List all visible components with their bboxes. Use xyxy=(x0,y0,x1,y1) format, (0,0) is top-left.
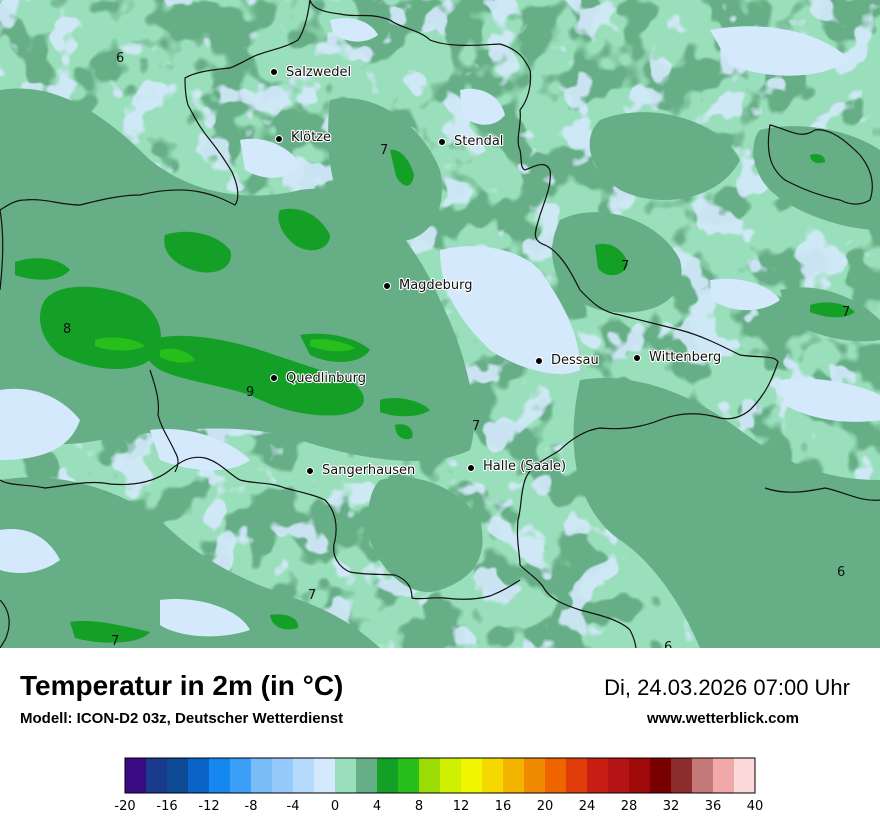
legend-swatch xyxy=(314,758,336,793)
legend-tick-label: 40 xyxy=(747,799,764,814)
legend-swatch xyxy=(587,758,609,793)
value-label: 6 xyxy=(664,640,672,648)
legend-tick-label: 20 xyxy=(537,799,554,814)
legend-tick-label: 24 xyxy=(579,799,596,814)
legend-swatch xyxy=(293,758,315,793)
legend-swatch xyxy=(482,758,504,793)
legend-swatch xyxy=(167,758,189,793)
temperature-map: Salzwedel Klötze Stendal Magdeburg Dessa… xyxy=(0,0,880,648)
legend-tick-label: -12 xyxy=(198,799,219,814)
city-quedlinburg: Quedlinburg xyxy=(270,370,367,387)
city-kloetze: Klötze xyxy=(275,129,332,146)
value-label: 9 xyxy=(246,385,254,400)
legend-frame xyxy=(124,757,756,794)
legend-tick-label: 32 xyxy=(663,799,680,814)
legend-tick-label: 12 xyxy=(453,799,470,814)
legend-swatch xyxy=(608,758,630,793)
legend-swatch xyxy=(692,758,714,793)
legend-tick-label: -16 xyxy=(156,799,177,814)
city-salzwedel: Salzwedel xyxy=(270,64,352,81)
legend-tick-label: -8 xyxy=(245,799,258,814)
value-labels: 6 7 7 8 9 7 7 7 6 7 6 xyxy=(63,51,850,648)
legend-ticks: -20 -16 -12 -8 -4 0 4 8 12 16 20 24 28 32 36 40 xyxy=(114,799,763,814)
value-label: 8 xyxy=(63,322,71,337)
legend-tick-label: 0 xyxy=(331,799,339,814)
city-label-sangerhausen: Sangerhausen xyxy=(322,463,415,478)
value-label: 7 xyxy=(621,259,629,274)
legend-tick-label: 8 xyxy=(415,799,423,814)
city-label-quedlinburg: Quedlinburg xyxy=(286,371,366,386)
value-label: 7 xyxy=(308,588,316,603)
value-label: 7 xyxy=(380,143,388,158)
legend-swatch xyxy=(461,758,483,793)
legend-swatch xyxy=(629,758,651,793)
legend-swatch xyxy=(440,758,462,793)
legend-tick-label: -4 xyxy=(287,799,300,814)
zone-10-12 xyxy=(95,337,355,363)
legend-swatch xyxy=(566,758,588,793)
cities: Salzwedel Klötze Stendal Magdeburg Dessa… xyxy=(270,64,722,479)
city-sangerhausen: Sangerhausen xyxy=(306,462,416,479)
legend-swatch xyxy=(398,758,420,793)
city-halle: Halle (Saale) xyxy=(467,458,567,475)
state-borders xyxy=(0,0,880,648)
legend-swatch xyxy=(713,758,735,793)
legend-swatch xyxy=(146,758,168,793)
zone-2-4 xyxy=(0,18,880,637)
city-label-halle: Halle (Saale) xyxy=(483,459,566,474)
legend-swatch xyxy=(545,758,567,793)
legend-tick-label: 4 xyxy=(373,799,381,814)
legend-swatch xyxy=(671,758,693,793)
legend-swatch xyxy=(356,758,378,793)
legend-swatch xyxy=(377,758,399,793)
value-label: 7 xyxy=(842,305,850,320)
city-dessau: Dessau xyxy=(535,352,600,369)
map-footer: Temperatur in 2m (in °C) Modell: ICON-D2… xyxy=(0,648,880,830)
city-label-wittenberg: Wittenberg xyxy=(649,350,721,365)
legend-swatch xyxy=(272,758,294,793)
legend-swatch xyxy=(524,758,546,793)
city-stendal: Stendal xyxy=(438,133,505,150)
city-label-kloetze: Klötze xyxy=(291,130,331,145)
value-label: 6 xyxy=(116,51,124,66)
legend-tick-label: 28 xyxy=(621,799,638,814)
website-link[interactable]: www.wetterblick.com xyxy=(647,710,799,727)
value-label: 6 xyxy=(837,565,845,580)
legend-swatch xyxy=(734,758,756,793)
temperature-legend: -20 -16 -12 -8 -4 0 4 8 12 16 20 24 28 32 36 40 xyxy=(114,757,763,814)
legend-swatch xyxy=(503,758,525,793)
legend-swatch xyxy=(125,758,147,793)
zone-8-10 xyxy=(15,149,855,643)
city-label-magdeburg: Magdeburg xyxy=(399,278,473,293)
city-label-salzwedel: Salzwedel xyxy=(286,65,351,80)
legend-swatch xyxy=(419,758,441,793)
legend-swatch xyxy=(230,758,252,793)
model-info: Modell: ICON-D2 03z, Deutscher Wetterdie… xyxy=(20,710,344,727)
city-magdeburg: Magdeburg xyxy=(383,277,474,294)
legend-tick-label: 36 xyxy=(705,799,722,814)
legend-swatches xyxy=(125,758,756,793)
city-wittenberg: Wittenberg xyxy=(633,349,722,366)
legend-tick-label: 16 xyxy=(495,799,512,814)
legend-swatch xyxy=(209,758,231,793)
value-label: 7 xyxy=(111,634,119,648)
map-title: Temperatur in 2m (in °C) xyxy=(20,670,344,701)
legend-swatch xyxy=(650,758,672,793)
city-label-stendal: Stendal xyxy=(454,134,503,149)
legend-swatch xyxy=(335,758,357,793)
legend-swatch xyxy=(188,758,210,793)
city-label-dessau: Dessau xyxy=(551,353,599,368)
legend-tick-label: -20 xyxy=(114,799,135,814)
value-label: 7 xyxy=(472,419,480,434)
forecast-datetime: Di, 24.03.2026 07:00 Uhr xyxy=(604,675,850,700)
legend-swatch xyxy=(251,758,273,793)
